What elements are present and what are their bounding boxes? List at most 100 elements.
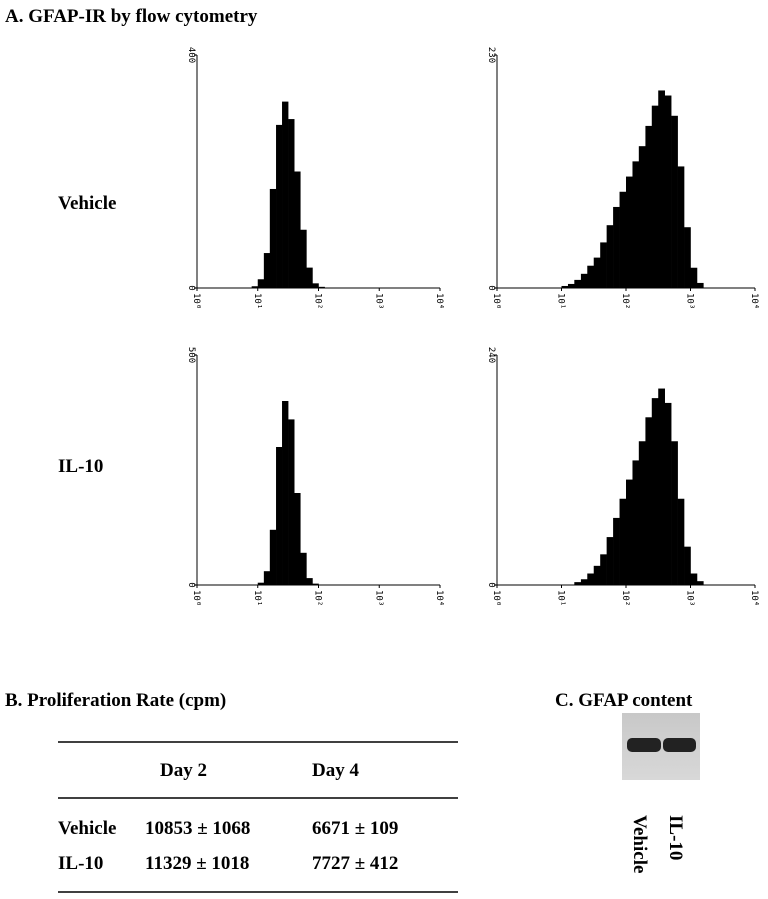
blot-band <box>627 738 661 752</box>
histogram-bar <box>696 282 704 288</box>
x-tick-label: 10⁴ <box>749 590 759 606</box>
histogram-bar <box>312 583 319 585</box>
x-tick-label: 10⁰ <box>191 590 201 606</box>
histogram-bar <box>263 253 271 288</box>
panel-a-title: A. GFAP-IR by flow cytometry <box>5 6 258 27</box>
histogram-bar <box>312 283 319 288</box>
table-header: Day 2 <box>160 760 207 781</box>
histogram-bar <box>671 115 678 288</box>
histogram-bar <box>658 388 665 585</box>
histogram-bar <box>580 579 588 585</box>
histogram-bar <box>619 191 627 288</box>
histogram-bar <box>690 573 698 585</box>
histogram-bar <box>664 402 672 585</box>
y-tick-label: 0 <box>186 582 196 587</box>
x-tick-label: 10⁴ <box>434 293 444 309</box>
x-tick-label: 10¹ <box>556 590 566 606</box>
histogram-bar <box>613 517 620 585</box>
x-tick-label: 10³ <box>373 293 383 309</box>
histogram-bar <box>263 571 271 585</box>
histogram-bar <box>288 419 295 585</box>
x-tick-label: 10² <box>620 293 630 309</box>
x-tick-label: 10¹ <box>252 293 262 309</box>
histogram-bar <box>269 188 277 288</box>
y-tick-label: 0 <box>486 285 496 290</box>
x-tick-label: 10¹ <box>252 590 262 606</box>
histogram-bar <box>593 565 601 585</box>
histogram-bar <box>664 95 672 289</box>
table-cell: 7727 ± 412 <box>312 853 398 874</box>
x-tick-label: 10¹ <box>556 293 566 309</box>
histogram-bar <box>638 441 646 585</box>
panel-c-title: C. GFAP content <box>555 690 693 711</box>
y-tick-label: 500 <box>186 347 196 363</box>
histogram-bar <box>567 283 575 288</box>
table-cell: 6671 ± 109 <box>312 818 398 839</box>
x-tick-label: 10³ <box>685 590 695 606</box>
histogram-bar <box>645 125 653 288</box>
histogram-bar <box>651 105 659 288</box>
x-tick-label: 10² <box>620 590 630 606</box>
histogram-bar <box>574 279 582 288</box>
histogram-bar <box>282 401 289 585</box>
histogram-bar <box>580 273 588 288</box>
histogram-bar <box>638 146 646 288</box>
histogram-bar <box>306 578 313 585</box>
histogram-bar <box>300 552 307 585</box>
histogram-bar <box>632 460 640 585</box>
histogram-bar <box>671 441 678 585</box>
histogram-bar <box>587 265 595 288</box>
lane-label: Vehicle <box>629 815 650 873</box>
histogram-bar <box>684 227 691 288</box>
histogram-bar <box>257 279 265 288</box>
histogram-bar <box>690 267 698 288</box>
histogram-bar <box>613 206 620 288</box>
row-label: Vehicle <box>58 193 116 214</box>
lane-label: IL-10 <box>665 815 686 860</box>
y-tick-label: 230 <box>486 47 496 63</box>
histogram-bar <box>619 498 627 585</box>
x-tick-label: 10⁰ <box>191 293 201 309</box>
row-label: IL-10 <box>58 456 103 477</box>
y-tick-label: 0 <box>186 285 196 290</box>
histogram-bar <box>651 398 659 585</box>
histogram-bar <box>276 124 283 289</box>
histogram-bar <box>300 229 307 288</box>
table-cell: 10853 ± 1068 <box>145 818 250 839</box>
table-cell: 11329 ± 1018 <box>145 853 249 874</box>
x-tick-label: 10⁰ <box>491 590 501 606</box>
blot-band <box>663 738 696 752</box>
histogram-bar <box>251 286 259 288</box>
histogram-bar <box>276 447 283 585</box>
histogram-bar <box>561 285 569 288</box>
x-tick-label: 10⁰ <box>491 293 501 309</box>
panel-b-title: B. Proliferation Rate (cpm) <box>5 690 226 711</box>
histogram-bar <box>600 554 607 585</box>
histogram-bar <box>658 90 665 289</box>
table-cell: IL-10 <box>58 853 103 874</box>
histogram-bar <box>677 498 685 585</box>
histogram-bar <box>645 417 653 585</box>
histogram-bar <box>600 242 607 288</box>
histogram-bar <box>318 286 325 288</box>
histogram-bar <box>677 166 685 288</box>
table-cell: Vehicle <box>58 818 116 839</box>
histogram-bar <box>632 161 640 288</box>
histogram-bar <box>606 537 614 585</box>
histogram-bar <box>587 573 595 585</box>
histogram-bar <box>288 119 295 288</box>
x-tick-label: 10⁴ <box>749 293 759 309</box>
table-header: Day 4 <box>312 760 359 781</box>
histogram-bar <box>593 257 601 288</box>
histogram-bar <box>626 176 633 288</box>
histogram-bar <box>626 479 633 585</box>
histogram-bar <box>684 546 691 585</box>
x-tick-label: 10² <box>313 590 323 606</box>
x-tick-label: 10² <box>313 293 323 309</box>
histogram-bar <box>257 582 265 585</box>
histogram-bar <box>574 582 582 585</box>
histogram-bar <box>269 529 277 585</box>
y-tick-label: 0 <box>486 582 496 587</box>
x-tick-label: 10⁴ <box>434 590 444 606</box>
